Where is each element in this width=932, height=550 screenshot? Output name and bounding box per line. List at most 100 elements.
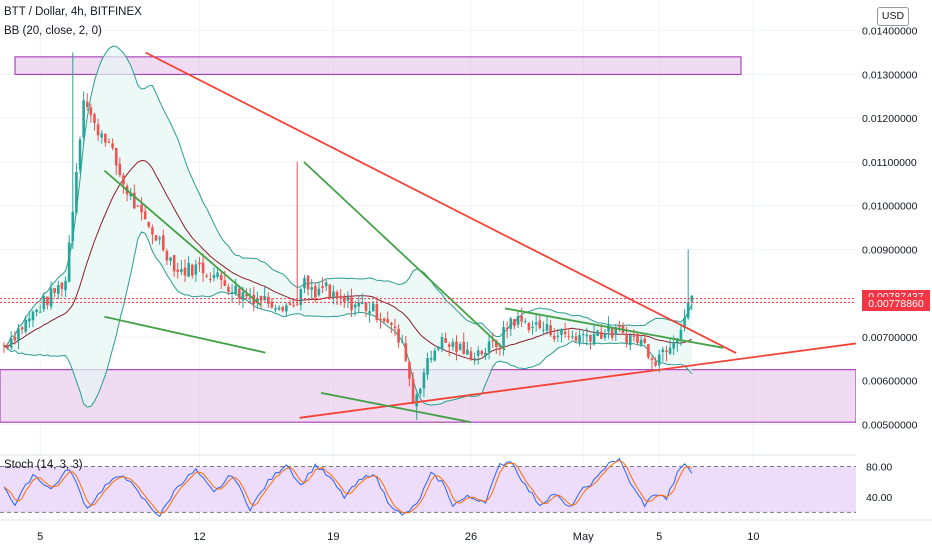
candle xyxy=(563,322,567,338)
candle xyxy=(437,345,440,352)
candle xyxy=(57,280,60,300)
candle xyxy=(281,305,285,313)
candle-body xyxy=(154,235,158,241)
candle xyxy=(382,317,386,324)
candle xyxy=(161,229,165,252)
candle-body xyxy=(288,303,292,305)
candle-body xyxy=(433,350,437,361)
candle xyxy=(679,323,683,346)
price-tick-label: 0.01100000 xyxy=(862,157,917,169)
candle-body xyxy=(20,327,24,330)
candle xyxy=(209,272,212,283)
candle xyxy=(415,392,418,420)
candle-body xyxy=(335,291,339,298)
bollinger-bands xyxy=(3,45,693,408)
stoch-k-line xyxy=(3,457,693,518)
candle-body xyxy=(451,342,455,347)
candle xyxy=(198,256,201,272)
candle-body xyxy=(538,320,542,329)
candle xyxy=(657,349,661,373)
candle xyxy=(516,310,520,329)
candle-body xyxy=(484,352,487,357)
candle xyxy=(104,133,107,147)
candle xyxy=(187,256,190,277)
price-tick-label: 0.01000000 xyxy=(862,201,918,213)
time-tick-label: 5 xyxy=(656,531,662,543)
candle xyxy=(628,332,632,351)
candle xyxy=(24,315,28,334)
candle xyxy=(176,262,180,279)
candle-body xyxy=(592,333,596,345)
candle-body xyxy=(75,172,78,213)
candle-body xyxy=(469,351,473,360)
candle-body xyxy=(93,114,96,123)
candle xyxy=(100,130,104,144)
time-tick-label: 19 xyxy=(327,531,339,543)
candle xyxy=(46,296,49,310)
candle-body xyxy=(643,338,647,343)
green-trend-line xyxy=(104,315,266,354)
candle xyxy=(368,301,371,323)
candle-body xyxy=(198,262,201,265)
candle xyxy=(28,310,31,328)
candle xyxy=(151,224,154,245)
candle-body xyxy=(114,147,118,166)
candle xyxy=(350,288,353,318)
grid xyxy=(0,0,856,520)
candle xyxy=(180,260,183,276)
candle-body xyxy=(632,335,636,337)
candle-body xyxy=(390,322,393,325)
candle-body xyxy=(495,340,498,347)
candle xyxy=(408,360,411,387)
candle xyxy=(143,205,147,220)
stoch-indicator-label[interactable]: Stoch (14, 3, 3) xyxy=(4,459,83,471)
candle-body xyxy=(133,192,136,209)
candle-body xyxy=(585,334,589,337)
candle-body xyxy=(78,139,82,170)
time-tick-label: 12 xyxy=(193,531,205,543)
candle-body xyxy=(466,349,469,355)
candle xyxy=(686,249,690,320)
price-axis[interactable]: 0.01400000 0.01300000 0.01200000 0.01100000… xyxy=(856,0,932,550)
candle-body xyxy=(194,264,198,275)
candle-body xyxy=(415,394,418,407)
candle xyxy=(158,235,161,245)
candle-body xyxy=(379,319,382,321)
candle xyxy=(426,352,429,380)
candle-body xyxy=(686,302,690,318)
candle-body xyxy=(24,319,28,332)
candle xyxy=(216,268,219,280)
candle-body xyxy=(679,329,683,339)
candle-body xyxy=(266,296,270,304)
current-price-lines xyxy=(0,298,856,303)
candle xyxy=(60,282,64,297)
candle xyxy=(462,332,466,355)
candle xyxy=(234,278,237,296)
candle xyxy=(542,321,545,336)
candle-body xyxy=(223,280,227,287)
candle xyxy=(256,291,259,309)
candle-body xyxy=(458,344,462,350)
bb-indicator-label[interactable]: BB (20, close, 2, 0) xyxy=(4,25,102,37)
candle-body xyxy=(143,211,147,220)
red-trend-line xyxy=(299,342,857,419)
bb-lower-band xyxy=(3,231,693,408)
candle xyxy=(17,324,20,350)
candle xyxy=(386,311,390,324)
candle-body xyxy=(96,124,100,136)
candle-body xyxy=(589,334,592,342)
time-axis[interactable]: 5 12 19 26 May 5 10 xyxy=(0,519,932,543)
candle-body xyxy=(574,336,578,341)
currency-button[interactable]: USD xyxy=(877,7,909,26)
candle xyxy=(111,138,114,151)
candle xyxy=(429,350,433,363)
candle xyxy=(227,283,230,295)
candle-body xyxy=(165,251,169,261)
candle xyxy=(538,313,542,330)
price-tick-label: 0.00700000 xyxy=(862,332,918,344)
candle-body xyxy=(13,336,17,341)
candle-body xyxy=(85,101,89,107)
candle xyxy=(545,316,549,335)
stoch-tick-label: 40.00 xyxy=(866,492,892,504)
